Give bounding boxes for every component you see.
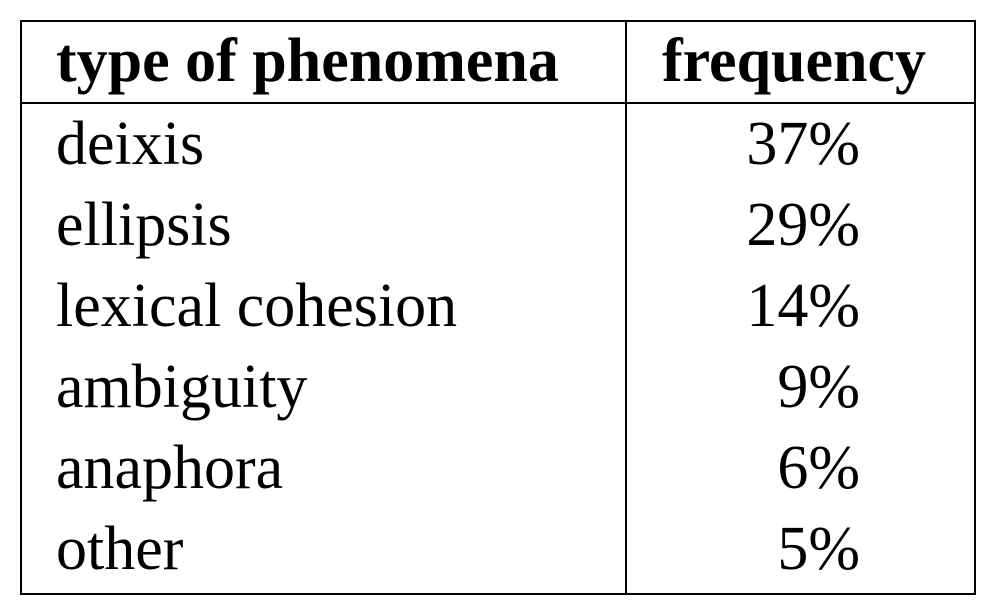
frequency-table xyxy=(20,20,976,595)
header-type-of-phenomena: type of phenomena xyxy=(56,27,559,95)
row-frequency-cell: 6% xyxy=(777,434,860,502)
row-type-cell: deixis xyxy=(56,110,205,178)
table-row: ambiguity 9% xyxy=(0,347,996,428)
row-frequency-cell: 9% xyxy=(777,353,860,421)
table-body: deixis 37% ellipsis 29% lexical cohesion… xyxy=(0,104,996,590)
row-type-cell: anaphora xyxy=(56,434,284,502)
row-type-cell: lexical cohesion xyxy=(56,272,458,340)
table-row: deixis 37% xyxy=(0,104,996,185)
table-row: anaphora 6% xyxy=(0,428,996,509)
header-rule xyxy=(20,102,976,104)
row-type-cell: ellipsis xyxy=(56,191,232,259)
table-row: other 5% xyxy=(0,509,996,590)
row-frequency-cell: 37% xyxy=(746,110,860,178)
column-divider xyxy=(625,20,627,595)
row-type-cell: other xyxy=(56,515,184,583)
table-row: lexical cohesion 14% xyxy=(0,266,996,347)
row-type-cell: ambiguity xyxy=(56,353,308,421)
header-frequency: frequency xyxy=(662,27,927,95)
row-frequency-cell: 29% xyxy=(746,191,860,259)
table-row: ellipsis 29% xyxy=(0,185,996,266)
row-frequency-cell: 5% xyxy=(777,515,860,583)
row-frequency-cell: 14% xyxy=(746,272,860,340)
